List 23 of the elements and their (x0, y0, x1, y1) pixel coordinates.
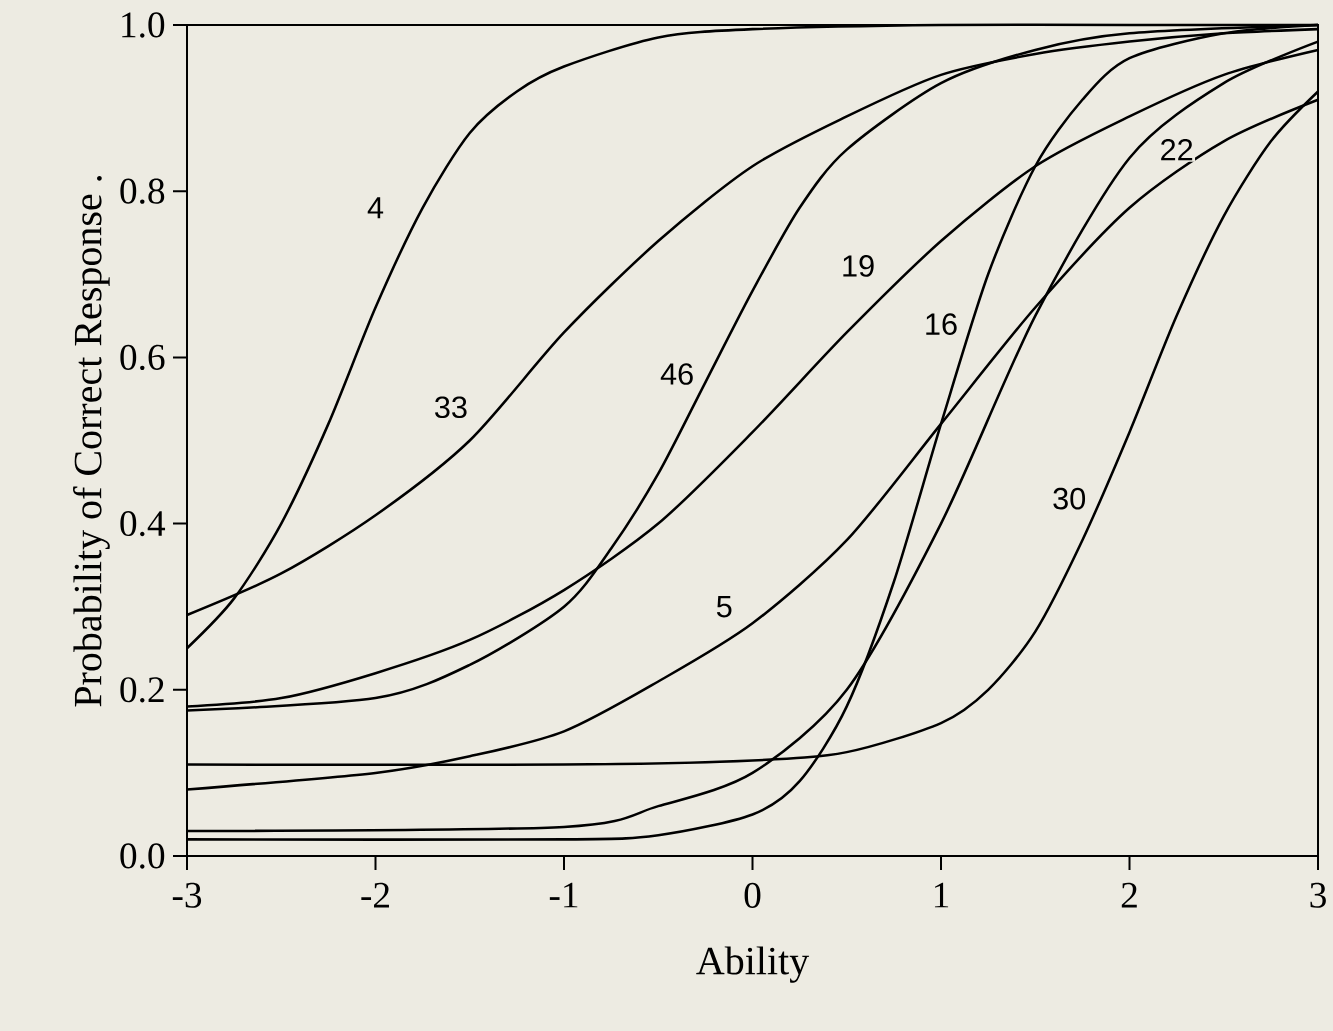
x-tick-label: 1 (934, 882, 949, 908)
y-tick-label: 0.8 (120, 178, 165, 204)
x-tick-label: -2 (361, 882, 389, 908)
annotation: 4 (367, 197, 384, 219)
y-tick-label: 1.0 (122, 12, 165, 38)
annotation: 46 (660, 363, 693, 385)
annotation: 16 (926, 313, 957, 335)
y-tick-label: 0.2 (120, 677, 164, 703)
annotation: 33 (435, 396, 467, 419)
y-axis-title: Probability of Correct Response . (73, 175, 110, 707)
x-tick-label: 0 (744, 882, 761, 908)
x-tick-label: -1 (549, 882, 578, 908)
y-tick-label: 0.0 (120, 843, 165, 869)
y-tick-label: 0.6 (120, 344, 165, 371)
x-tick-label: 2 (1121, 882, 1137, 908)
annotation: 5 (716, 596, 732, 618)
annotation: 22 (1161, 138, 1193, 161)
y-tick-label: 0.4 (120, 510, 166, 537)
x-axis-title: Ability (696, 946, 810, 983)
annotation: 19 (843, 255, 874, 277)
x-tick-label: -3 (172, 882, 202, 908)
x-tick-label: 3 (1310, 882, 1326, 908)
annotation: 30 (1053, 487, 1086, 510)
